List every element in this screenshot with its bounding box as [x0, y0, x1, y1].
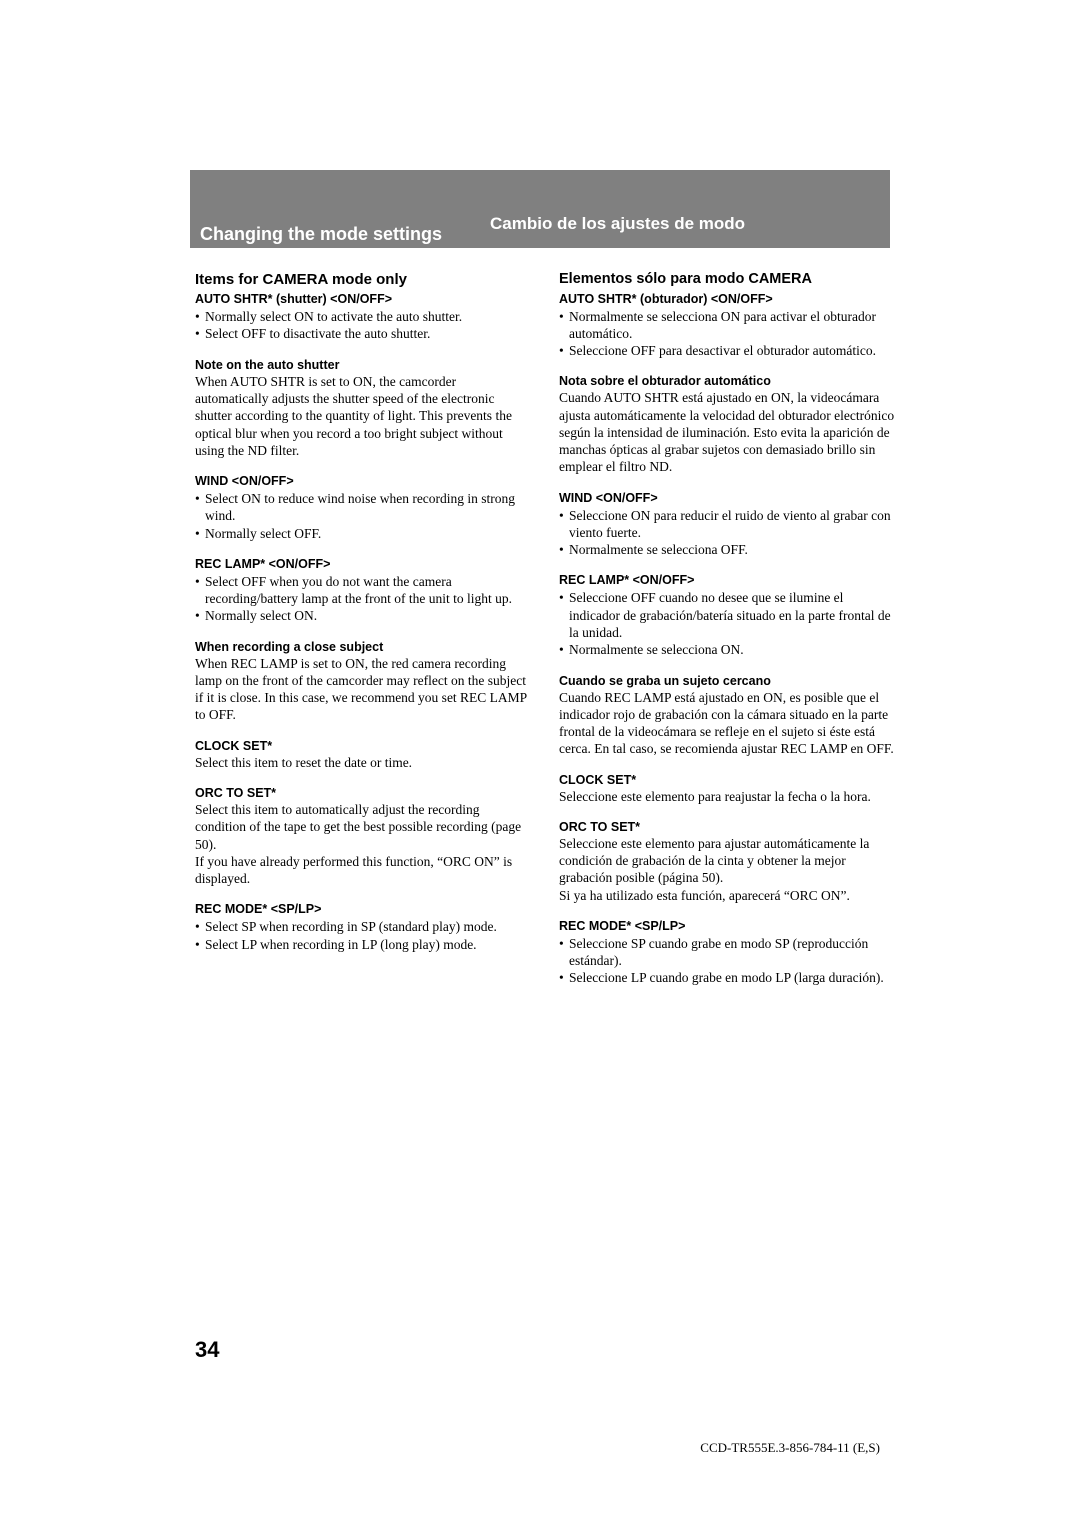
es-orc-body2: Si ya ha utilizado esta función, aparece…: [559, 887, 895, 904]
list-item: Normally select ON.: [195, 607, 531, 624]
column-english: Items for CAMERA mode only AUTO SHTR* (s…: [195, 270, 531, 987]
en-close-body: When REC LAMP is set to ON, the red came…: [195, 655, 531, 724]
es-wind-label: WIND <ON/OFF>: [559, 490, 895, 506]
title-right: Cambio de los ajustes de modo: [490, 214, 770, 234]
en-header: Items for CAMERA mode only: [195, 270, 531, 289]
en-recmode-label: REC MODE* <SP/LP>: [195, 901, 531, 917]
list-item: Normally select ON to activate the auto …: [195, 308, 531, 325]
es-reclamp-label: REC LAMP* <ON/OFF>: [559, 572, 895, 588]
page-number: 34: [195, 1337, 219, 1363]
en-reclamp-list: Select OFF when you do not want the came…: [195, 573, 531, 625]
en-auto-shtr-list: Normally select ON to activate the auto …: [195, 308, 531, 343]
en-auto-note-body: When AUTO SHTR is set to ON, the camcord…: [195, 373, 531, 459]
es-clock-body: Seleccione este elemento para reajustar …: [559, 788, 895, 805]
es-header: Elementos sólo para modo CAMERA: [559, 270, 895, 289]
list-item: Normally select OFF.: [195, 525, 531, 542]
en-orc-label: ORC TO SET*: [195, 785, 531, 801]
es-reclamp-list: Seleccione OFF cuando no desee que se il…: [559, 589, 895, 658]
es-auto-note-body: Cuando AUTO SHTR está ajustado en ON, la…: [559, 389, 895, 475]
es-orc-label: ORC TO SET*: [559, 819, 895, 835]
es-clock-label: CLOCK SET*: [559, 772, 895, 788]
list-item: Seleccione OFF para desactivar el obtura…: [559, 342, 895, 359]
list-item: Normalmente se selecciona ON.: [559, 641, 895, 658]
en-auto-note-label: Note on the auto shutter: [195, 357, 531, 373]
en-wind-label: WIND <ON/OFF>: [195, 473, 531, 489]
en-orc-body1: Select this item to automatically adjust…: [195, 801, 531, 853]
en-orc-body2: If you have already performed this funct…: [195, 853, 531, 888]
es-recmode-list: Seleccione SP cuando grabe en modo SP (r…: [559, 935, 895, 987]
en-close-label: When recording a close subject: [195, 639, 531, 655]
en-reclamp-label: REC LAMP* <ON/OFF>: [195, 556, 531, 572]
es-auto-note-label: Nota sobre el obturador automático: [559, 373, 895, 389]
list-item: Normalmente se selecciona OFF.: [559, 541, 895, 558]
list-item: Select ON to reduce wind noise when reco…: [195, 490, 531, 525]
es-wind-list: Seleccione ON para reducir el ruido de v…: [559, 507, 895, 559]
es-orc-body1: Seleccione este elemento para ajustar au…: [559, 835, 895, 887]
es-auto-shtr-label: AUTO SHTR* (obturador) <ON/OFF>: [559, 291, 895, 307]
title-left: Changing the mode settings: [200, 224, 480, 246]
es-auto-shtr-list: Normalmente se selecciona ON para activa…: [559, 308, 895, 360]
en-recmode-list: Select SP when recording in SP (standard…: [195, 918, 531, 953]
list-item: Seleccione ON para reducir el ruido de v…: [559, 507, 895, 542]
column-spanish: Elementos sólo para modo CAMERA AUTO SHT…: [559, 270, 895, 987]
es-recmode-label: REC MODE* <SP/LP>: [559, 918, 895, 934]
en-wind-list: Select ON to reduce wind noise when reco…: [195, 490, 531, 542]
list-item: Normalmente se selecciona ON para activa…: [559, 308, 895, 343]
en-clock-body: Select this item to reset the date or ti…: [195, 754, 531, 771]
es-close-body: Cuando REC LAMP está ajustado en ON, es …: [559, 689, 895, 758]
content-columns: Items for CAMERA mode only AUTO SHTR* (s…: [195, 270, 895, 987]
footer-code: CCD-TR555E.3-856-784-11 (E,S): [700, 1440, 880, 1456]
list-item: Select LP when recording in LP (long pla…: [195, 936, 531, 953]
list-item: Seleccione SP cuando grabe en modo SP (r…: [559, 935, 895, 970]
list-item: Seleccione LP cuando grabe en modo LP (l…: [559, 969, 895, 986]
list-item: Select SP when recording in SP (standard…: [195, 918, 531, 935]
es-close-label: Cuando se graba un sujeto cercano: [559, 673, 895, 689]
en-clock-label: CLOCK SET*: [195, 738, 531, 754]
list-item: Select OFF to disactivate the auto shutt…: [195, 325, 531, 342]
list-item: Seleccione OFF cuando no desee que se il…: [559, 589, 895, 641]
en-auto-shtr-label: AUTO SHTR* (shutter) <ON/OFF>: [195, 291, 531, 307]
list-item: Select OFF when you do not want the came…: [195, 573, 531, 608]
